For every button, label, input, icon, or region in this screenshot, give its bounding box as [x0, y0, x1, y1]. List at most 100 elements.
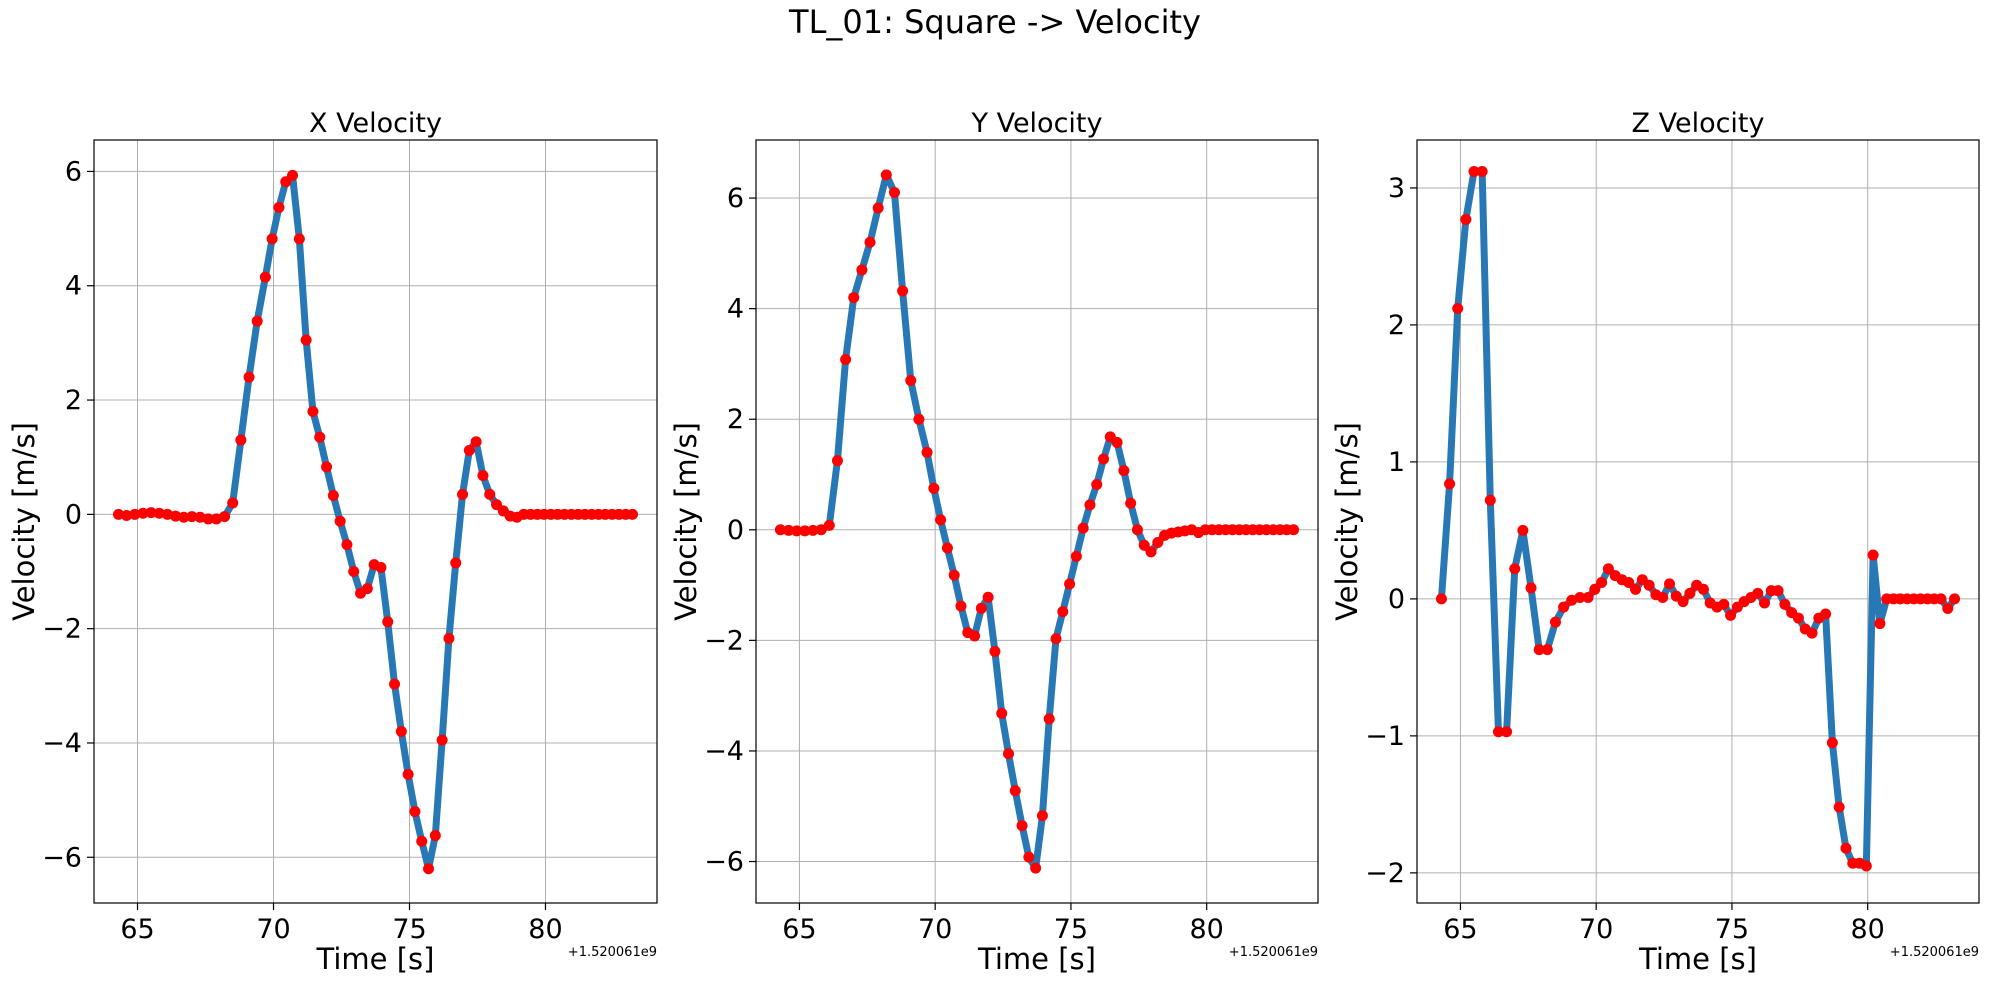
data-point	[872, 202, 884, 214]
data-point	[1582, 592, 1594, 604]
x-tick-label: 75	[1054, 914, 1088, 945]
data-point	[1935, 593, 1947, 605]
data-point	[1064, 578, 1076, 590]
data-point	[436, 734, 448, 746]
y-axis-label: Velocity [m/s]	[7, 422, 41, 621]
data-point	[178, 511, 190, 523]
subplot-2: 65 70 75 80 −6 −4 −2 0 2 4 6 +1.520061e9 Y Velocity T…	[669, 108, 1319, 976]
data-point	[314, 431, 326, 443]
data-point	[1840, 842, 1852, 854]
data-point	[334, 515, 346, 527]
subplot-title: X Velocity	[309, 108, 442, 139]
data-point	[1501, 726, 1513, 738]
data-point	[409, 806, 421, 818]
data-point	[1036, 810, 1048, 822]
data-point	[1779, 598, 1791, 610]
data-point	[382, 616, 394, 628]
data-point	[888, 187, 900, 199]
data-point	[450, 557, 462, 569]
data-point	[423, 863, 435, 875]
data-point	[1288, 524, 1300, 536]
data-point	[1050, 633, 1062, 645]
data-point	[1077, 522, 1089, 534]
data-point	[989, 645, 1001, 657]
data-point	[1574, 592, 1586, 604]
data-point	[402, 768, 414, 780]
data-point	[153, 507, 165, 519]
data-point	[1867, 549, 1879, 561]
data-point	[112, 508, 124, 520]
data-point	[1942, 602, 1954, 614]
data-point	[202, 513, 214, 525]
data-point	[300, 334, 312, 346]
y-tick-label: 6	[727, 183, 744, 214]
data-point	[913, 413, 925, 425]
data-point	[880, 169, 892, 181]
data-point	[273, 201, 285, 213]
data-point	[1549, 616, 1561, 628]
data-point	[1030, 862, 1042, 874]
data-point	[1630, 583, 1642, 595]
data-point	[1484, 494, 1496, 506]
data-point	[1460, 213, 1472, 225]
data-point	[161, 508, 173, 520]
x-tick-label: 80	[1851, 914, 1885, 945]
data-point	[1509, 563, 1521, 575]
data-point	[477, 469, 489, 481]
data-point	[121, 509, 133, 521]
x-tick-label: 75	[392, 914, 426, 945]
x-offset-label: +1.520061e9	[568, 945, 657, 960]
data-point	[941, 542, 953, 554]
data-point	[1070, 550, 1082, 562]
data-point	[348, 566, 360, 578]
data-point	[375, 562, 387, 574]
data-point	[799, 525, 811, 537]
data-point	[1517, 524, 1529, 536]
x-tick-label: 80	[528, 914, 562, 945]
data-point	[1435, 593, 1447, 605]
y-tick-label: −2	[1365, 858, 1405, 889]
data-point	[969, 630, 981, 642]
data-point	[1111, 436, 1123, 448]
data-point	[1833, 801, 1845, 813]
series-line	[114, 171, 637, 873]
data-point	[1949, 593, 1961, 605]
data-point	[443, 632, 455, 644]
data-point	[463, 444, 475, 456]
x-axis-label: Time [s]	[1638, 942, 1757, 976]
y-axis-label: Velocity [m/s]	[669, 422, 703, 621]
data-point	[897, 285, 909, 297]
data-point	[287, 169, 299, 181]
data-point	[1009, 785, 1021, 797]
data-point	[1772, 585, 1784, 597]
data-point	[1643, 579, 1655, 591]
data-point	[921, 446, 933, 458]
data-point	[227, 497, 239, 509]
y-tick-label: 2	[727, 404, 744, 435]
data-point	[864, 236, 876, 248]
data-point	[905, 375, 917, 387]
x-tick-label: 65	[782, 914, 816, 945]
data-point	[1558, 601, 1570, 613]
data-point	[1718, 598, 1730, 610]
y-tick-label: 4	[727, 294, 744, 325]
data-point	[1752, 587, 1764, 599]
x-tick-label: 70	[256, 914, 290, 945]
data-point	[1596, 576, 1608, 588]
data-point	[627, 508, 639, 520]
figure-title: TL_01: Square -> Velocity	[788, 3, 1201, 41]
x-offset-label: +1.520061e9	[1229, 945, 1318, 960]
y-tick-label: −4	[704, 736, 744, 767]
data-point	[321, 461, 333, 473]
data-point	[219, 511, 231, 523]
data-point	[1452, 302, 1464, 314]
y-tick-label: −2	[704, 625, 744, 656]
subplot-1: 65 70 75 80 −6 −4 −2 0 2 4 6 +1.520061e9 X Velocity T…	[7, 108, 658, 976]
data-point	[1657, 592, 1669, 604]
x-tick-label: 75	[1715, 914, 1749, 945]
x-tick-label: 65	[120, 914, 154, 945]
x-tick-label: 65	[1443, 914, 1477, 945]
data-point	[1131, 524, 1143, 536]
